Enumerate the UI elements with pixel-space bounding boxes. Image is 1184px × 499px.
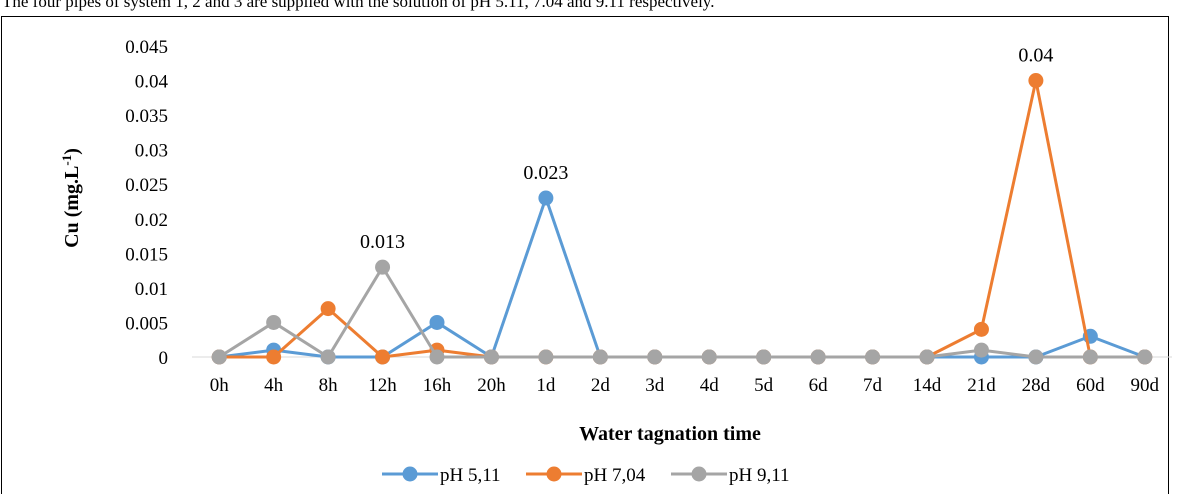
x-tick-label: 3d	[645, 375, 665, 396]
data-point	[592, 349, 608, 365]
data-point	[973, 321, 989, 337]
series-0	[211, 190, 1153, 365]
chart-frame	[1, 16, 1169, 494]
data-point	[919, 349, 935, 365]
y-tick-label: 0.015	[125, 244, 168, 265]
y-tick-label: 0.025	[125, 175, 168, 196]
data-label: 0.023	[523, 162, 568, 184]
series-line	[219, 79, 1145, 359]
y-tick-label: 0.045	[125, 37, 168, 58]
legend: pH 5,11 pH 7,04 pH 9,11	[382, 465, 790, 486]
data-point	[1082, 349, 1098, 365]
chart-axes: 00.0050.010.0150.020.0250.030.0350.040.0…	[125, 37, 1172, 396]
x-tick-label: 2d	[591, 375, 611, 396]
data-point	[538, 190, 554, 206]
y-tick-label: 0.01	[135, 279, 168, 300]
data-point	[538, 349, 554, 365]
series-1	[211, 73, 1153, 365]
y-axis-title-close: )	[61, 148, 83, 155]
legend-marker	[691, 466, 707, 482]
legend-label: pH 9,11	[729, 465, 790, 486]
data-point	[266, 349, 282, 365]
y-tick-label: 0.005	[125, 313, 168, 334]
series-line	[218, 265, 1145, 359]
legend-label: pH 7,04	[584, 465, 646, 486]
legend-label: pH 5,11	[440, 465, 501, 486]
data-point	[865, 349, 881, 365]
data-point	[483, 349, 499, 365]
y-tick-label: 0.04	[135, 72, 169, 93]
x-tick-label: 6d	[809, 375, 829, 396]
data-point	[375, 259, 391, 275]
legend-marker	[402, 466, 418, 482]
data-point	[375, 349, 391, 365]
y-tick-label: 0.03	[135, 141, 168, 162]
data-point	[266, 314, 282, 330]
series-layer	[211, 73, 1153, 365]
data-point	[320, 301, 336, 317]
series-2	[211, 259, 1153, 365]
x-tick-label: 90d	[1131, 375, 1160, 396]
x-axis-title: Water tagnation time	[579, 423, 761, 445]
y-tick-label: 0.035	[125, 106, 168, 127]
data-point	[647, 349, 663, 365]
data-point	[810, 349, 826, 365]
data-point	[701, 349, 717, 365]
x-tick-label: 28d	[1022, 375, 1051, 396]
figure-caption: The four pipes of system 1, 2 and 3 are …	[2, 0, 715, 11]
y-tick-label: 0.02	[135, 210, 168, 231]
data-point	[973, 342, 989, 358]
x-tick-label: 12h	[368, 375, 397, 396]
data-point	[320, 349, 336, 365]
legend-item: pH 7,04	[526, 465, 646, 486]
y-axis-title-sup: -1	[59, 155, 74, 166]
x-tick-label: 60d	[1076, 375, 1105, 396]
data-point	[429, 349, 445, 365]
x-tick-label: 16h	[423, 375, 452, 396]
x-tick-label: 7d	[863, 375, 883, 396]
data-label: 0.04	[1018, 45, 1053, 67]
x-tick-label: 14d	[913, 375, 942, 396]
y-axis-title-main: Cu (mg.L	[61, 166, 83, 248]
legend-item: pH 5,11	[382, 465, 501, 486]
data-point	[1028, 73, 1044, 89]
x-tick-label: 0h	[210, 375, 230, 396]
y-tick-label: 0	[159, 348, 169, 369]
data-point	[429, 314, 445, 330]
x-tick-label: 21d	[967, 375, 996, 396]
legend-marker	[546, 466, 562, 482]
data-point	[1028, 349, 1044, 365]
data-point	[211, 349, 227, 365]
x-tick-label: 4d	[700, 375, 720, 396]
y-axis-title: Cu (mg.L-1)	[59, 148, 84, 248]
x-tick-label: 5d	[754, 375, 774, 396]
x-tick-label: 4h	[264, 375, 284, 396]
x-tick-label: 1d	[536, 375, 556, 396]
data-point	[1137, 349, 1153, 365]
data-point	[756, 349, 772, 365]
legend-item: pH 9,11	[671, 465, 790, 486]
data-labels-layer: 0.013 0.023 0.04	[360, 45, 1053, 254]
data-label: 0.013	[360, 231, 405, 253]
x-tick-label: 8h	[319, 375, 339, 396]
x-tick-label: 20h	[477, 375, 506, 396]
